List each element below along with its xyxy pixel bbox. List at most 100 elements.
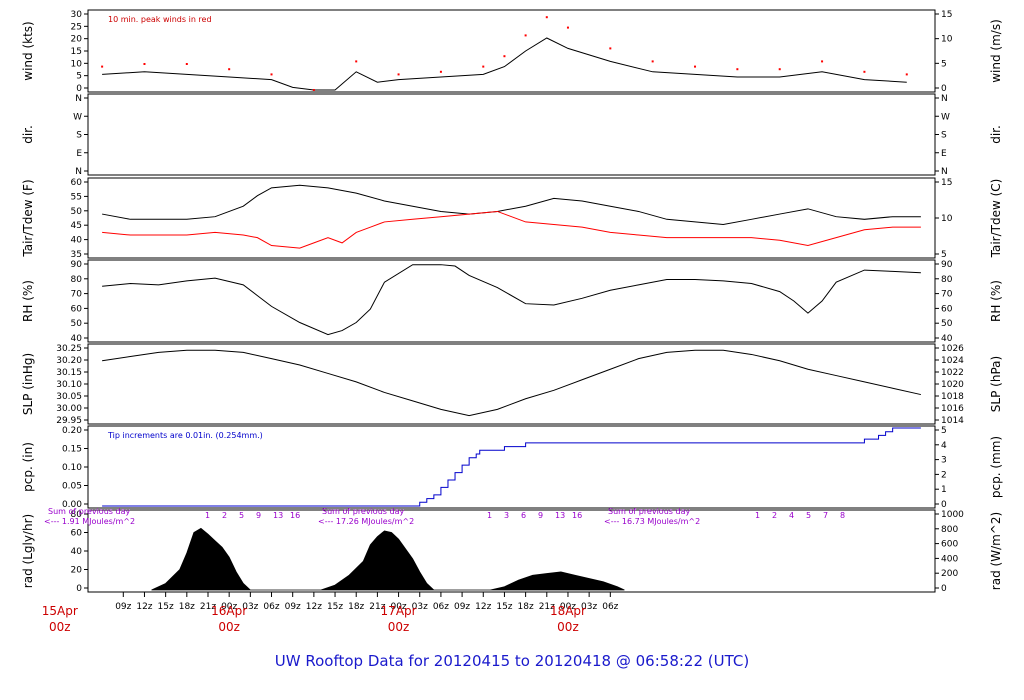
series-wind bbox=[102, 37, 907, 91]
ylabel-right: Tair/Tdew (C) bbox=[989, 179, 1003, 259]
left-tick-label: 40 bbox=[71, 547, 83, 557]
peak-point bbox=[778, 68, 781, 71]
peak-point bbox=[397, 73, 400, 76]
panel-annotation: 10 min. peak winds in red bbox=[108, 15, 212, 24]
rain-marker: 16 bbox=[290, 511, 300, 520]
rain-marker: 16 bbox=[572, 511, 582, 520]
day-label-time: 00z bbox=[218, 620, 240, 634]
left-tick-label: 10 bbox=[71, 59, 83, 69]
peak-point bbox=[439, 70, 442, 73]
right-tick-label: 600 bbox=[941, 540, 958, 550]
left-tick-label: 0 bbox=[76, 584, 82, 594]
rain-marker: 5 bbox=[806, 511, 811, 520]
panel-wind: wind (kts) wind (m/s) 30 25 20 15 10 5 0 15 10 5 0 10… bbox=[21, 9, 1003, 94]
sum-line1: Sum of previous day bbox=[322, 507, 404, 516]
series-Tdew bbox=[102, 210, 921, 249]
day-label-date: 15Apr bbox=[42, 604, 78, 618]
ylabel-left: RH (%) bbox=[21, 280, 35, 322]
peak-point bbox=[566, 26, 569, 29]
hour-tick-label: 12z bbox=[136, 602, 152, 612]
panels-group: wind (kts) wind (m/s)30252015105015105010… bbox=[21, 9, 1003, 594]
panel-pcp: pcp. (in) pcp. (mm) 0.20 0.15 0.10 0.05 0.00 5 4… bbox=[21, 425, 1003, 510]
hour-tick-label: 15z bbox=[327, 602, 343, 612]
rain-marker: 7 bbox=[823, 511, 828, 520]
right-tick-label: 5 bbox=[941, 59, 947, 69]
day-label-time: 00z bbox=[49, 620, 71, 634]
peak-point bbox=[143, 63, 146, 65]
right-tick-label: N bbox=[941, 167, 948, 177]
right-tick-label: 60 bbox=[941, 304, 953, 314]
hour-tick-label: 03z bbox=[242, 602, 258, 612]
right-tick-label: S bbox=[941, 131, 947, 141]
ylabel-left: Tair/Tdew (F) bbox=[21, 179, 35, 257]
series-Tair bbox=[102, 184, 921, 226]
rain-marker: 2 bbox=[222, 511, 227, 520]
sum-line1: Sum of previous day bbox=[608, 507, 690, 516]
right-tick-label: 1 bbox=[941, 485, 947, 495]
left-tick-label: 30 bbox=[71, 10, 83, 20]
hour-tick-label: 18z bbox=[348, 602, 364, 612]
left-tick-label: 0 bbox=[76, 84, 82, 94]
hour-tick-label: 12z bbox=[475, 602, 491, 612]
right-tick-label: 1018 bbox=[941, 392, 964, 402]
peak-point bbox=[545, 16, 548, 19]
hour-tick-label: 15z bbox=[158, 602, 174, 612]
ylabel-left: wind (kts) bbox=[21, 21, 35, 80]
peak-point bbox=[905, 73, 908, 76]
right-tick-label: 10 bbox=[941, 35, 953, 45]
left-tick-label: 80 bbox=[71, 275, 83, 285]
right-tick-label: 4 bbox=[941, 441, 947, 451]
ylabel-right: pcp. (mm) bbox=[989, 436, 1003, 498]
hour-tick-label: 06z bbox=[602, 602, 618, 612]
right-tick-label: 80 bbox=[941, 275, 953, 285]
rain-marker: 13 bbox=[273, 511, 283, 520]
ylabel-right: rad (W/m^2) bbox=[989, 512, 1003, 590]
right-tick-label: N bbox=[941, 94, 948, 104]
left-tick-label: N bbox=[75, 94, 82, 104]
right-tick-label: 200 bbox=[941, 569, 958, 579]
sum-line2: <--- 16.73 MJoules/m^2 bbox=[604, 517, 700, 526]
hour-tick-label: 18z bbox=[518, 602, 534, 612]
left-tick-label: 20 bbox=[71, 566, 83, 576]
left-tick-label: 90 bbox=[71, 260, 83, 270]
panel-frame bbox=[87, 93, 936, 176]
right-tick-label: 90 bbox=[941, 260, 953, 270]
peak-point bbox=[228, 68, 231, 71]
rain-marker: 2 bbox=[772, 511, 777, 520]
left-tick-label: 35 bbox=[71, 250, 82, 260]
sum-line2: <--- 17.26 MJoules/m^2 bbox=[318, 517, 414, 526]
series-pcp bbox=[102, 427, 921, 507]
left-tick-label: 60 bbox=[71, 529, 83, 539]
left-tick-label: 0.20 bbox=[62, 426, 82, 436]
left-tick-label: 30.25 bbox=[56, 344, 82, 354]
right-tick-label: 1014 bbox=[941, 416, 964, 426]
page-title: UW Rooftop Data for 20120415 to 20120418… bbox=[275, 652, 749, 670]
peak-point bbox=[355, 60, 358, 63]
peak-point bbox=[312, 89, 315, 91]
right-tick-label: 1000 bbox=[941, 510, 964, 520]
left-tick-label: 60 bbox=[71, 304, 83, 314]
hour-tick-label: 21z bbox=[369, 602, 385, 612]
left-tick-label: E bbox=[76, 149, 82, 159]
left-tick-label: 30.00 bbox=[56, 404, 82, 414]
peak-point bbox=[609, 47, 612, 50]
rain-marker: 9 bbox=[256, 511, 261, 520]
right-tick-label: 70 bbox=[941, 290, 953, 300]
left-tick-label: 30.05 bbox=[56, 392, 82, 402]
left-tick-label: 50 bbox=[71, 207, 83, 217]
left-tick-label: N bbox=[75, 167, 82, 177]
sum-line1: Sum of previous day bbox=[48, 507, 130, 516]
right-tick-label: 1026 bbox=[941, 344, 964, 354]
left-tick-label: 5 bbox=[76, 72, 82, 82]
right-tick-label: 1022 bbox=[941, 368, 964, 378]
ylabel-right: SLP (hPa) bbox=[989, 356, 1003, 412]
ylabel-right: dir. bbox=[989, 125, 1003, 144]
hour-tick-label: 18z bbox=[179, 602, 195, 612]
right-tick-label: 400 bbox=[941, 554, 958, 564]
rain-marker: 6 bbox=[521, 511, 526, 520]
rain-marker: 3 bbox=[504, 511, 509, 520]
left-tick-label: 15 bbox=[71, 47, 82, 57]
panel-annotation: Tip increments are 0.01in. (0.254mm.) bbox=[107, 431, 263, 440]
right-tick-label: W bbox=[941, 112, 950, 122]
